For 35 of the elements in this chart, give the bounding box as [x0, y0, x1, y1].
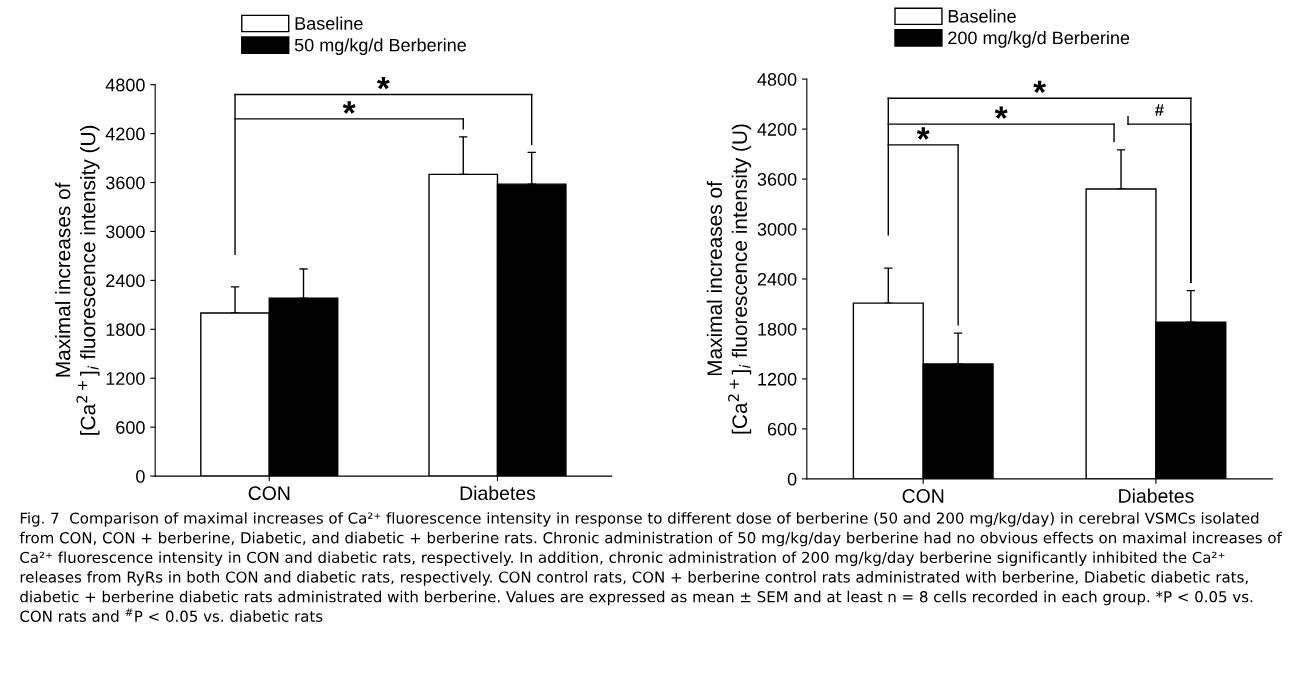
y-tick-label: 2400: [106, 274, 145, 288]
y-tick-label: 4200: [105, 127, 145, 141]
annotation: *: [376, 76, 390, 90]
y-tick-label: 1200: [106, 372, 145, 385]
legend-label: 50 mg/kg/d Berberine: [294, 38, 466, 56]
legend-label: 200 mg/kg/d Berberine: [948, 31, 1130, 48]
annotation: #: [1155, 104, 1164, 116]
y-tick-label: 2400: [757, 272, 797, 286]
y-tick-label: 3600: [757, 172, 797, 186]
annotation: *: [342, 101, 356, 114]
y-tick-label: 4800: [105, 78, 145, 92]
caption: Fig. 7 Comparison of maximal increases of Ca²⁺ fluorescence intensity in response to different dose of berberine (50 and 200 mg/kg/day) in cerebral VSMCs isolated from CON, CON + berberine, Diabetic, and diabetic + berberine rats. Chronic administration of 50 mg/kg/day berberine had no obvious effects on maximal increases of Ca²⁺ fluorescence intensity in CON and diabetic rats, respectively. In addition, chronic administration of 200 mg/kg/day berberine significantly inhibited the Ca²⁺ releases from RyRs in both CON and diabetic rats, respectively. CON control rats, CON + berberine control rats administrated with berberine, Diabetic diabetic rats, diabetic + berberine diabetic rats administrated with berberine. Values are expressed as mean ± SEM and at least n = 8 cells recorded in each group. *P < 0.05 vs. CON rats and $^{#}$P < 0.05 vs. diabetic rats: [19, 512, 1283, 622]
y-tick-label: 3600: [105, 176, 145, 190]
y-tick-label: 600: [116, 421, 145, 434]
y-tick-label: 600: [767, 422, 797, 436]
y-tick-label: 3000: [757, 222, 797, 236]
y-tick-label: 1800: [106, 323, 145, 337]
x-tick-label: Diabetes: [460, 485, 536, 501]
y-tick-label: 4800: [757, 73, 797, 86]
x-tick-label: Diabetes: [1119, 488, 1194, 503]
annotation: *: [916, 127, 930, 140]
legend-label: Baseline: [948, 9, 1016, 23]
x-tick-label: CON: [902, 489, 944, 503]
annotation: *: [1033, 80, 1047, 94]
y-tick-label: 0: [787, 472, 797, 486]
text: Maximal increases of [Ca$^{2+}$]$_{i}$ fluorescence intensity (U): [55, 125, 100, 435]
annotation: *: [994, 106, 1008, 119]
y-tick-label: 1200: [758, 372, 797, 386]
legend-label: Baseline: [295, 16, 363, 30]
y-tick-label: 0: [136, 470, 145, 483]
y-tick-label: 3000: [105, 225, 145, 239]
y-tick-label: 1800: [758, 322, 797, 336]
text: Maximal increases of [Ca$^{2+}$]$_{i}$ fluorescence intensity (U): [706, 124, 752, 434]
y-tick-label: 4200: [757, 123, 797, 136]
x-tick-label: CON: [248, 486, 290, 501]
